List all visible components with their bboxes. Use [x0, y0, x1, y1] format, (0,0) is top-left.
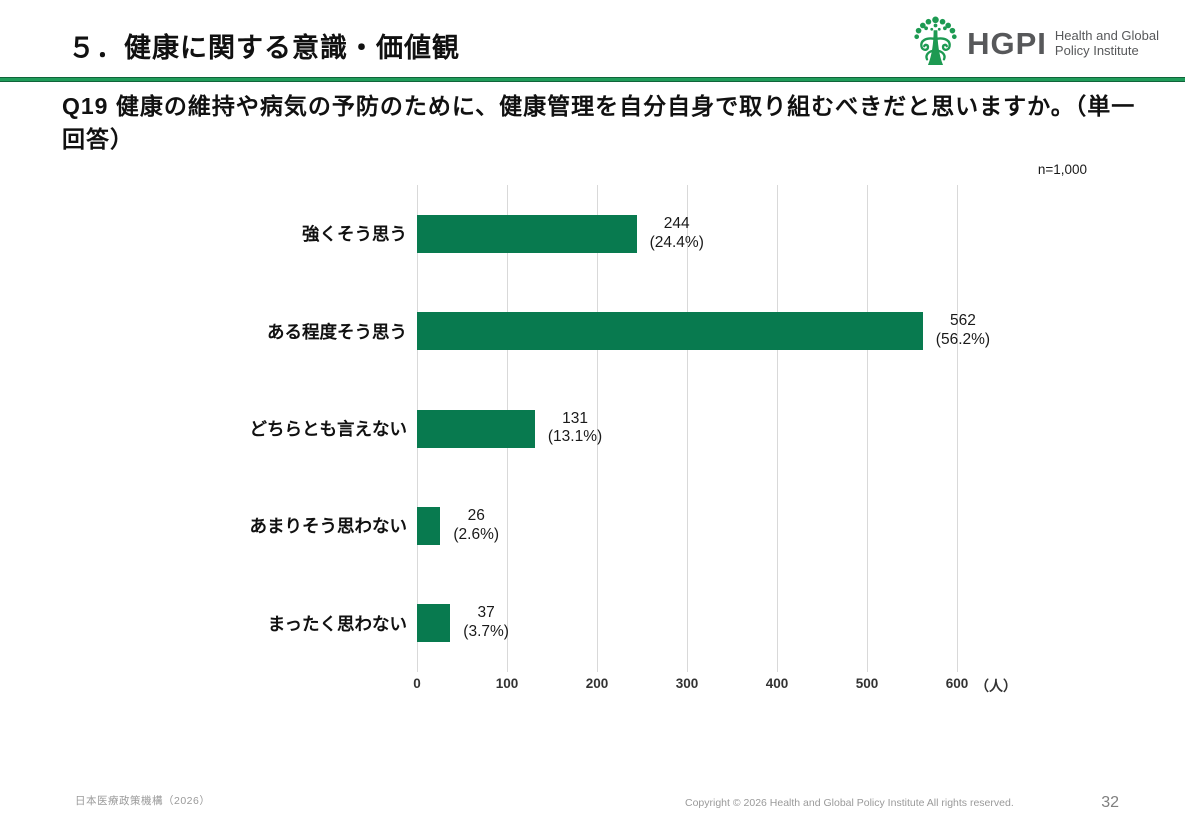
x-tick-label: 100	[495, 676, 519, 691]
hgpi-logo: HGPI Health and Global Policy Institute	[912, 16, 1159, 71]
green-divider-rule	[0, 77, 1185, 82]
x-axis-unit-label: （人）	[975, 678, 1017, 694]
x-tick-label: 400	[765, 676, 789, 691]
percent-label: (24.4%)	[649, 233, 704, 251]
logo-full-name: Health and Global Policy Institute	[1054, 27, 1159, 59]
bar-chart: 強くそう思う 244 (24.4%) ある程度そう思う 562 (56.2%) …	[0, 185, 1185, 672]
x-tick-label: 300	[675, 676, 699, 691]
value-label: 26 (2.6%)	[453, 507, 499, 545]
value-label: 37 (3.7%)	[463, 604, 509, 642]
question-text: Q19 健康の維持や病気の予防のために、健康管理を自分自身で取り組むべきだと思い…	[62, 93, 1136, 152]
value-label: 131 (13.1%)	[548, 410, 602, 448]
category-label: まったく思わない	[267, 613, 407, 634]
count-label: 131	[562, 409, 588, 427]
logo-name-line1: Health and Global	[1054, 27, 1159, 43]
value-label: 244 (24.4%)	[650, 215, 704, 253]
gridline	[867, 185, 868, 672]
page-title: ５．健康に関する意識・価値観	[68, 33, 460, 63]
bar-row: 強くそう思う 244 (24.4%)	[0, 185, 1185, 282]
bar-track: 26 (2.6%)	[417, 506, 1185, 545]
category-label: ある程度そう思う	[267, 321, 407, 342]
bar	[417, 506, 441, 545]
category-label: どちらとも言えない	[249, 419, 408, 440]
bar	[417, 312, 923, 351]
page-number: 32	[1101, 794, 1119, 811]
bar-track: 37 (3.7%)	[417, 604, 1185, 643]
gridline	[777, 185, 778, 672]
x-tick-label: 500	[855, 676, 879, 691]
percent-label: (56.2%)	[935, 331, 991, 349]
footer-copyright: Copyright © 2026 Health and Global Polic…	[685, 797, 1014, 809]
percent-label: (13.1%)	[547, 428, 603, 446]
bar-row: あまりそう思わない 26 (2.6%)	[0, 477, 1185, 574]
gridline	[957, 185, 958, 672]
category-label: 強くそう思う	[302, 224, 407, 245]
percent-label: (3.7%)	[463, 623, 509, 641]
count-label: 37	[477, 604, 495, 622]
bar	[417, 604, 451, 643]
bar-track: 562 (56.2%)	[417, 312, 1185, 351]
bar-row: どちらとも言えない 131 (13.1%)	[0, 380, 1185, 477]
footer-organization: 日本医療政策機構（2026）	[75, 795, 211, 807]
logo-abbr-text: HGPI	[967, 25, 1047, 61]
bar-row: まったく思わない 37 (3.7%)	[0, 575, 1185, 672]
x-tick-label: 600	[945, 676, 969, 691]
gridline	[687, 185, 688, 672]
gridline	[597, 185, 598, 672]
bar	[417, 409, 535, 448]
count-label: 562	[950, 312, 976, 330]
count-label: 26	[467, 507, 485, 525]
value-label: 562 (56.2%)	[936, 312, 990, 350]
bar-track: 131 (13.1%)	[417, 409, 1185, 448]
category-label: あまりそう思わない	[249, 516, 408, 537]
count-label: 244	[663, 214, 690, 232]
x-tick-label: 0	[413, 676, 421, 691]
sample-size-label: n=1,000	[1037, 162, 1087, 177]
logo-name-line2: Policy Institute	[1054, 42, 1139, 58]
bar	[417, 214, 637, 253]
bar-row: ある程度そう思う 562 (56.2%)	[0, 282, 1185, 379]
bar-track: 244 (24.4%)	[417, 214, 1185, 253]
x-tick-label: 200	[585, 676, 609, 691]
hgpi-tree-icon	[912, 16, 959, 71]
percent-label: (2.6%)	[453, 525, 500, 543]
x-axis: 0 100 200 300 400 500 600 （人）	[413, 676, 1037, 696]
